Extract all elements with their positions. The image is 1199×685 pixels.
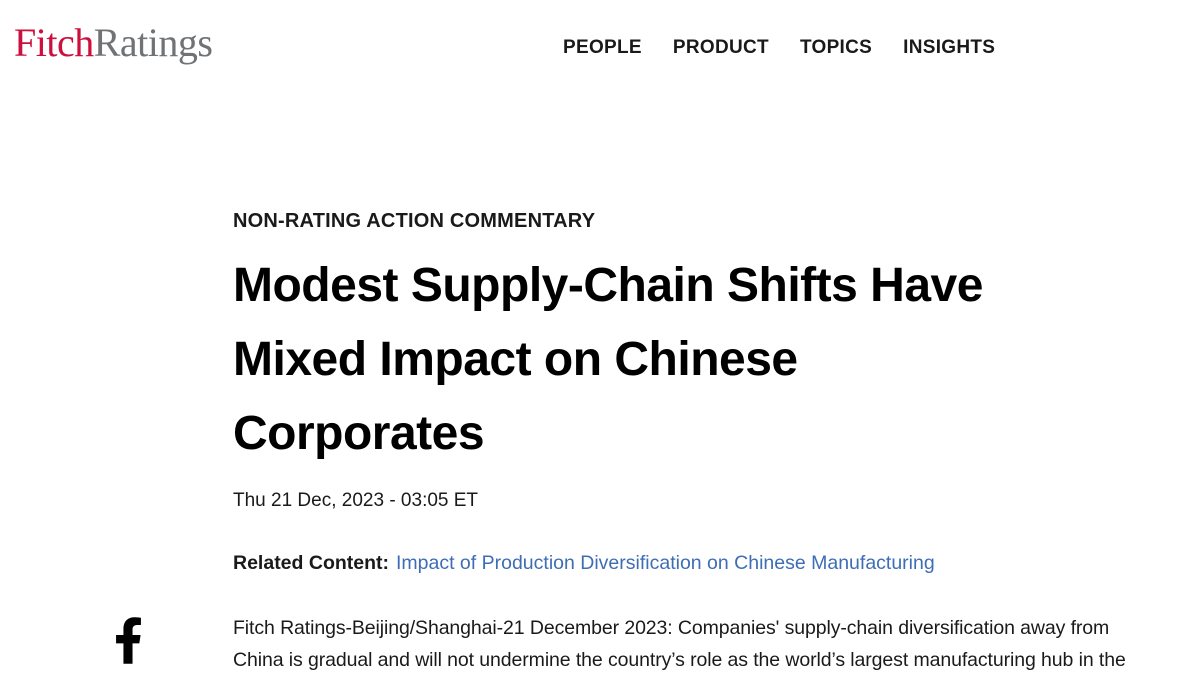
share-rail [114, 617, 143, 664]
article-title-line: Corporates [233, 407, 485, 460]
related-content-label: Related Content: [233, 552, 389, 574]
logo-ratings-text: Ratings [93, 20, 213, 65]
related-content-link[interactable]: Impact of Production Diversification on … [396, 552, 935, 574]
article-body: Fitch Ratings-Beijing/Shanghai-21 Decemb… [233, 613, 1126, 676]
nav-item-insights[interactable]: INSIGHTS [903, 37, 996, 58]
related-content-row: Related Content: Impact of Production Div… [233, 552, 935, 575]
article-body-line: China is gradual and will not undermine … [233, 648, 1126, 671]
nav-item-product[interactable]: PRODUCT [672, 37, 769, 58]
nav-item-people[interactable]: PEOPLE [563, 37, 642, 58]
article-title: Modest Supply-Chain Shifts Have Mixed Im… [233, 249, 983, 471]
article-eyebrow: NON-RATING ACTION COMMENTARY [233, 210, 596, 232]
facebook-share-icon[interactable] [114, 617, 143, 664]
primary-nav: PEOPLE PRODUCT TOPICS INSIGHTS [563, 37, 995, 59]
nav-item-topics[interactable]: TOPICS [799, 37, 873, 58]
article-date: Thu 21 Dec, 2023 - 03:05 ET [233, 490, 479, 511]
article-title-line: Mixed Impact on Chinese [233, 333, 798, 386]
logo-fitch-text: Fitch [14, 20, 94, 65]
article-body-line: Fitch Ratings-Beijing/Shanghai-21 Decemb… [233, 617, 1110, 639]
fitch-ratings-logo[interactable]: FitchRatings [14, 20, 213, 65]
article-title-line: Modest Supply-Chain Shifts Have [233, 259, 983, 312]
